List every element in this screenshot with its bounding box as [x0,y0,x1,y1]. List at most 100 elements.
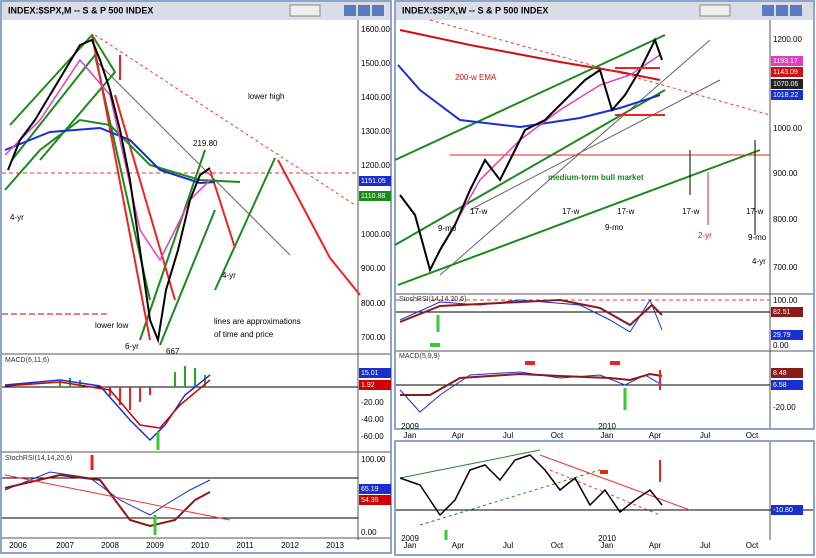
annotation: medium-term bull market [548,173,644,182]
time-label: Apr [649,541,662,550]
badge-bg [771,90,803,100]
stoch-axis-label: 0.00 [361,528,377,537]
window-title: INDEX:$SPX,M -- S & P 500 INDEX [8,5,153,15]
badge-bg [771,79,803,89]
annotation: 17-w [682,207,700,216]
macd-badge: 6.58 [773,382,787,389]
time-label: Jan [601,431,614,440]
stoch-axis-label: 0.00 [773,341,789,350]
oscillator-drawing [396,449,813,540]
annotation: 9-mo [605,223,624,232]
minimize-button[interactable] [762,5,774,16]
annotation: lower high [248,92,284,101]
year-label: 2010 [598,422,616,431]
badge-bg [771,330,803,340]
window-title: INDEX:$SPX,W -- S & P 500 INDEX [402,5,548,15]
time-label: Oct [551,541,564,550]
stoch-drawing [396,298,770,347]
year-label: 2009 [401,422,419,431]
price-badge: 1070.06 [773,81,798,88]
time-label: Jul [503,541,513,550]
price-badge: 1018.22 [773,92,798,99]
annotation: 17-w [562,207,580,216]
annotation: 17-w [617,207,635,216]
macd-drawing [2,366,358,450]
time-label: Jan [404,431,417,440]
panel-label: StochRSI(14,14,20,6) [399,296,466,303]
maximize-button[interactable] [358,5,370,16]
badge-bg [359,380,391,390]
time-label: 2007 [56,541,74,550]
price-label: 1600.00 [361,25,390,34]
left-window [0,0,392,554]
macd-drawing [396,361,770,413]
sync-button[interactable] [699,4,731,17]
time-label: Jan [601,541,614,550]
maximize-button[interactable] [776,5,788,16]
annotation: 17-w [470,207,488,216]
stoch-badge: 82.51 [773,309,791,316]
time-label: Jul [503,431,513,440]
price-label: 1000.00 [773,124,802,133]
stoch-axis-label: 100.00 [773,296,798,305]
price-label: 1500.00 [361,59,390,68]
price-label: 900.00 [773,169,798,178]
annotation: of time and price [214,330,274,339]
stoch-badge: 29.79 [773,332,791,339]
right-window [394,0,815,430]
badge-bg [771,67,803,77]
price-badge: 1110.88 [361,193,385,200]
price-badge: 1143.09 [773,69,798,76]
badge-bg [771,56,803,66]
price-label: 1200.00 [773,35,802,44]
annotation: lines are approximations [214,317,301,326]
macd-badge: 1.92 [361,382,375,389]
badge-bg [359,368,391,378]
time-label: 2011 [236,541,254,550]
annotation: 667 [166,347,180,356]
badge-bg [771,368,803,378]
close-button[interactable] [790,5,802,16]
close-button[interactable] [372,5,384,16]
time-label: 2008 [101,541,119,550]
badge-bg [359,495,391,505]
annotation: 219.80 [193,139,218,148]
stoch-drawing [2,455,358,535]
minimize-button[interactable] [344,5,356,16]
price-label: 900.00 [361,264,386,273]
price-label: 700.00 [773,263,798,272]
stoch-badge: 54.35 [361,497,379,504]
stoch-badge: 65.19 [361,486,379,493]
time-label: Jul [700,541,710,550]
price-label: 1200.00 [361,161,390,170]
macd-badge: 15.01 [361,370,379,377]
macd-axis-label: -20.00 [773,403,796,412]
badge-bg [771,307,803,317]
oscillator-badge: -10.80 [773,507,793,514]
annotation: 9-mo [438,224,457,233]
price-drawing [2,33,361,346]
sync-button[interactable] [289,4,321,17]
macd-axis-label: -40.00 [361,415,384,424]
annotation: 6-yr [125,342,139,351]
macd-axis-label: -20.00 [361,398,384,407]
annotation: 4-yr [10,213,24,222]
year-label: 2010 [598,534,616,543]
annotation: 4-yr [752,257,766,266]
annotation: 2-yr [698,231,712,240]
panel-label: StochRSI(14,14,20,6) [5,455,72,462]
panel-label: MACD(5,9,9) [399,353,440,360]
time-label: 2012 [281,541,299,550]
price-badge: 1193.17 [773,58,798,65]
price-drawing [394,19,771,286]
time-label: Apr [452,431,465,440]
price-label: 1400.00 [361,93,390,102]
bottom-window [394,440,815,556]
time-label: 2010 [191,541,209,550]
annotation: lower low [95,321,129,330]
time-label: 2009 [146,541,164,550]
time-label: Apr [649,431,662,440]
price-label: 1000.00 [361,230,390,239]
annotation: 17-w [746,207,764,216]
